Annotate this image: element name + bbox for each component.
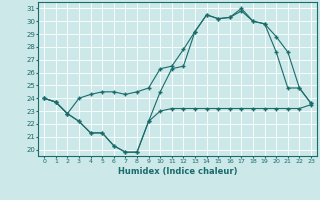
X-axis label: Humidex (Indice chaleur): Humidex (Indice chaleur) — [118, 167, 237, 176]
